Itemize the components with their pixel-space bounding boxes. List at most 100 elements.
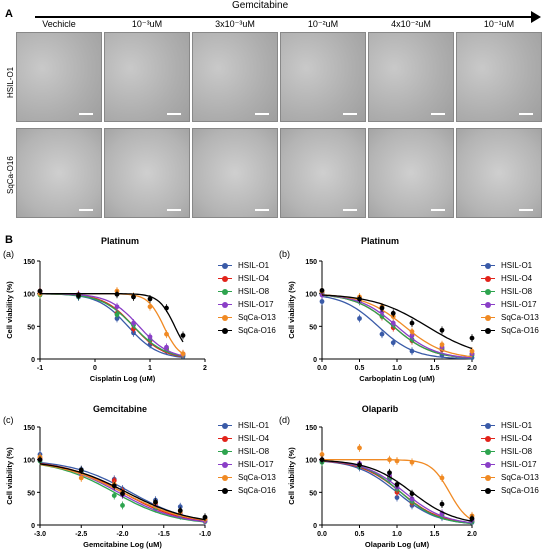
legend-swatch [218,314,232,322]
legend-item: HSIL-O17 [218,458,276,471]
data-point [164,344,169,350]
x-axis-label: Gemcitabine Log (uM) [83,540,162,549]
legend-label: HSIL-O4 [238,274,270,283]
y-tick-label: 150 [23,259,35,266]
data-point [78,467,84,473]
data-point [379,305,385,311]
conc-label-3: 10⁻²uM [307,19,339,29]
x-tick-label: -2.5 [75,531,87,538]
x-tick-label: 2.0 [467,365,477,372]
scale-bar [79,113,93,115]
legend-swatch [218,327,232,335]
y-tick-label: 100 [305,458,317,465]
data-point [439,327,445,333]
legend-item: HSIL-O8 [481,445,539,458]
legend-item: HSIL-O1 [481,259,539,272]
legend-label: SqCa-O13 [238,473,276,482]
data-point [409,491,415,497]
micrograph-r1-c4 [368,128,454,218]
legend-label: SqCa-O16 [501,326,539,335]
legend-swatch [218,461,232,469]
x-tick-label: 0.0 [317,531,327,538]
chart-a-sub: (a) [3,249,14,259]
data-point [379,331,385,337]
x-tick-label: 0.5 [355,365,365,372]
data-point [469,516,475,521]
conc-label-4: 4x10⁻²uM [391,19,431,29]
legend-swatch [481,435,495,443]
legend-label: HSIL-O1 [501,261,533,270]
legend-item: HSIL-O4 [218,272,276,285]
scale-bar [255,209,269,211]
panel-a-letter: A [5,8,13,20]
fit-curve-hsil-o17 [40,293,184,357]
micrograph-r0-c2 [192,32,278,122]
chart-b-sub: (b) [279,249,290,259]
data-point [394,495,400,500]
x-tick-label: 0.0 [317,365,327,372]
legend-swatch [481,461,495,469]
row-label-hsil-o1: HSIL-O1 [6,66,15,98]
chart-c-sub: (c) [3,415,14,425]
chart-a-legend: HSIL-O1 HSIL-O4 HSIL-O8 HSIL-O17 SqCa-O13 SqC… [218,259,276,337]
scale-bar [431,209,445,211]
data-point [153,499,158,505]
legend-swatch [218,474,232,482]
data-point [111,483,117,489]
dose-arrow-line [35,16,533,18]
y-axis-label: Cell viability (%) [287,447,296,505]
legend-item: HSIL-O4 [218,432,276,445]
legend-swatch [481,301,495,309]
legend-swatch [218,288,232,296]
legend-swatch [481,422,495,430]
micrograph-r0-c4 [368,32,454,122]
data-point [319,299,325,304]
data-point [78,475,84,481]
legend-swatch [218,435,232,443]
x-tick-label: 2.0 [467,531,477,538]
data-point [319,457,325,463]
data-point [409,496,415,502]
scale-bar [431,113,445,115]
y-axis-label: Cell viability (%) [287,281,296,339]
y-tick-label: 150 [305,259,317,266]
legend-item: HSIL-O1 [218,259,276,272]
conc-label-2: 3x10⁻³uM [215,19,255,29]
chart-b-legend: HSIL-O1 HSIL-O4 HSIL-O8 HSIL-O17 SqCa-O13 SqC… [481,259,539,337]
legend-item: SqCa-O16 [218,324,276,337]
fit-curve-hsil-o8 [321,294,473,359]
legend-label: HSIL-O4 [501,274,533,283]
data-point [439,501,445,507]
dose-arrow-head [531,11,541,23]
y-tick-label: 150 [305,425,317,432]
legend-item: SqCa-O13 [481,471,539,484]
chart-d-title: Olaparib [361,404,399,414]
legend-label: SqCa-O13 [501,313,539,322]
micrograph-r0-c3 [280,32,366,122]
y-tick-label: 50 [27,324,35,331]
chart-a-title: Platinum [100,236,139,246]
data-point [390,320,396,326]
data-point [319,452,325,457]
micrograph-r1-c5 [456,128,542,218]
y-tick-label: 50 [27,490,35,497]
data-point [147,304,153,310]
legend-swatch [481,314,495,322]
data-point [409,329,415,334]
micrograph-r1-c3 [280,128,366,218]
fit-curve-sqca-o16 [40,293,184,343]
legend-item: SqCa-O16 [481,324,539,337]
y-tick-label: 0 [313,357,317,364]
data-point [439,475,445,481]
y-tick-label: 50 [309,490,317,497]
data-point [387,470,392,476]
legend-label: SqCa-O13 [501,473,539,482]
data-point [180,351,186,357]
data-point [120,491,125,497]
legend-label: HSIL-O4 [238,434,270,443]
legend-label: HSIL-O1 [501,421,533,430]
legend-swatch [481,288,495,296]
x-tick-label: -3.0 [34,531,46,538]
fit-curve-hsil-o1 [321,295,472,360]
